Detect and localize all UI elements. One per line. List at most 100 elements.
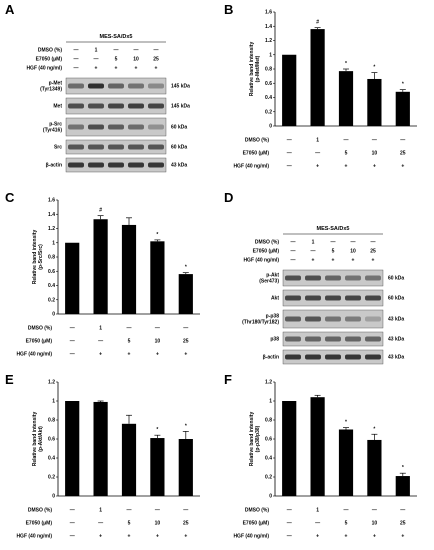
treatment-value: 25 [400, 521, 406, 527]
treatment-value: + [115, 66, 118, 72]
protein-band [108, 144, 124, 150]
protein-band [108, 124, 124, 130]
panel-label-a: A [5, 2, 15, 17]
treatment-value: — [291, 249, 296, 255]
protein-band [148, 103, 164, 109]
cell-line-title: MES-SA/Dx5 [316, 226, 349, 232]
treatment-value: — [287, 138, 292, 144]
y-tick-label: 0.6 [48, 269, 55, 275]
treatment-value: + [352, 258, 355, 264]
treatment-value: + [135, 66, 138, 72]
treatment-value: 5 [128, 521, 131, 527]
y-tick-label: 1 [269, 52, 272, 58]
protein-label: β-actin [46, 163, 62, 169]
treatment-value: + [128, 352, 131, 358]
treatment-value: — [311, 249, 316, 255]
y-tick-label: 0 [52, 312, 55, 318]
protein-label: Akt [271, 296, 279, 302]
treatment-row-label: DMSO (%) [38, 48, 63, 54]
bar [178, 439, 193, 496]
treatment-value: — [291, 240, 296, 246]
treatment-row-label: DMSO (%) [245, 138, 270, 144]
significance-mark: * [156, 232, 158, 238]
treatment-value: 10 [350, 249, 356, 255]
protein-label: Src [54, 145, 62, 151]
treatment-row-label: E7050 (μM) [26, 339, 53, 345]
western-blot-a: MES-SA/Dx5 DMSO (%) — 1 — — — E7050 (μM) — — 5 10 25… [26, 34, 190, 173]
treatment-value: — [98, 521, 103, 527]
treatment-value: — [372, 138, 377, 144]
panel-label-c: C [5, 190, 15, 205]
treatment-value: + [401, 534, 404, 540]
y-tick-label: 0.8 [48, 255, 55, 261]
protein-band [108, 83, 124, 89]
protein-band [88, 124, 104, 130]
treatment-value: — [134, 48, 139, 54]
bar [93, 219, 108, 314]
treatment-value: — [371, 240, 376, 246]
western-blot-d: MES-SA/Dx5 DMSO (%) — 1 — — — E7050 (μM) — — 5 10 25… [242, 226, 404, 365]
treatment-value: — [127, 508, 132, 514]
bar-chart-f: 0 0.2 0.4 0.6 0.8 1 1.2 Relative band intensity… [233, 380, 417, 540]
treatment-row-label: E7050 (μM) [36, 57, 63, 63]
treatment-value: — [400, 138, 405, 144]
bar [178, 274, 193, 314]
y-tick-label: 1 [52, 399, 55, 405]
treatment-value: + [99, 352, 102, 358]
significance-mark: * [402, 465, 404, 471]
treatment-value: + [316, 164, 319, 170]
protein-band [345, 336, 361, 342]
y-tick-label: 0.8 [265, 418, 272, 424]
treatment-value: — [344, 508, 349, 514]
treatment-value: 1 [99, 326, 102, 332]
treatment-value: — [287, 151, 292, 157]
treatment-row-label: HGF (40 ng/ml) [16, 352, 52, 358]
treatment-value: + [184, 352, 187, 358]
treatment-value: — [74, 57, 79, 63]
treatment-value: — [114, 48, 119, 54]
treatment-value: — [94, 57, 99, 63]
bar [338, 429, 354, 496]
protein-band [305, 295, 321, 301]
treatment-value: + [373, 164, 376, 170]
panel-label-f: F [224, 372, 232, 387]
protein-band [148, 83, 164, 89]
treatment-row-label: DMSO (%) [245, 508, 270, 514]
treatment-value: + [156, 534, 159, 540]
treatment-row-label: DMSO (%) [28, 326, 53, 332]
protein-band [68, 124, 84, 130]
protein-band [148, 124, 164, 130]
treatment-value: — [155, 326, 160, 332]
treatment-row-label: E7050 (μM) [253, 249, 280, 255]
protein-band [88, 162, 104, 168]
protein-band [345, 275, 361, 281]
protein-label: p-Met (Tyr1349) [40, 81, 62, 93]
molecular-weight-label: 60 kDa [388, 296, 404, 302]
treatment-value: 25 [183, 339, 189, 345]
treatment-value: + [345, 164, 348, 170]
bar [395, 476, 410, 496]
y-tick-label: 0.2 [48, 297, 55, 303]
bar [121, 423, 137, 496]
bar [150, 438, 165, 496]
y-tick-label: 1.6 [48, 198, 55, 204]
treatment-value: 10 [133, 57, 139, 63]
y-tick-label: 0.6 [265, 437, 272, 443]
treatment-value: + [95, 66, 98, 72]
protein-band [305, 275, 321, 281]
y-tick-label: 0.6 [48, 437, 55, 443]
protein-label: Met [53, 104, 62, 110]
y-tick-label: 1 [269, 399, 272, 405]
treatment-value: — [287, 534, 292, 540]
treatment-value: 10 [155, 521, 161, 527]
treatment-row-label: HGF (40 ng/ml) [233, 164, 269, 170]
treatment-row-label: DMSO (%) [255, 240, 280, 246]
molecular-weight-label: 145 kDa [171, 104, 190, 110]
protein-band [365, 316, 381, 322]
protein-label: p-Akt (Ser473) [259, 273, 279, 285]
protein-band [108, 162, 124, 168]
y-tick-label: 0.6 [265, 81, 272, 87]
treatment-value: + [155, 66, 158, 72]
y-axis-label: Relative band intensity(p-Akt/Akt) [32, 412, 44, 467]
molecular-weight-label: 145 kDa [171, 84, 190, 90]
